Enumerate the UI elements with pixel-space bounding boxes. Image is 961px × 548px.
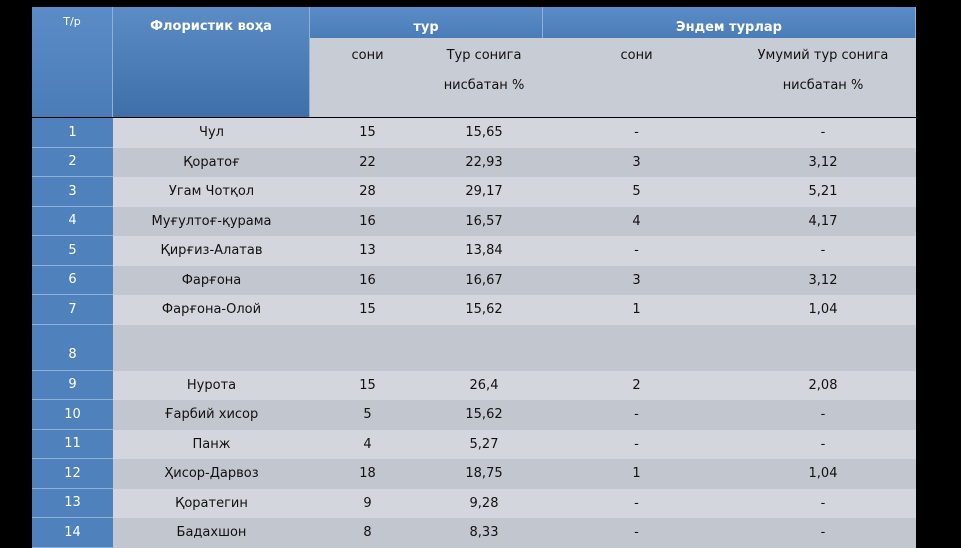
row-number: 3 (32, 177, 113, 207)
header-endemic-share: Умумий тур сонига нисбатан % (730, 38, 916, 117)
endemic-count: 4 (543, 206, 730, 236)
species-count: 18 (310, 459, 425, 489)
region-name: Муғултоғ-қурама (113, 206, 310, 236)
header-species: тур (310, 7, 543, 38)
region-name: Нурота (113, 370, 310, 400)
endemic-count: - (543, 518, 730, 548)
species-share (425, 324, 543, 371)
endemic-count: 1 (543, 459, 730, 489)
species-count: 28 (310, 177, 425, 207)
species-count: 15 (310, 370, 425, 400)
endemic-share: 1,04 (730, 459, 916, 489)
endemic-count: 2 (543, 370, 730, 400)
row-number: 11 (32, 429, 113, 459)
region-name: Ғарбий хисор (113, 400, 310, 430)
species-share: 15,62 (425, 400, 543, 430)
species-count: 16 (310, 265, 425, 295)
species-share: 5,27 (425, 429, 543, 459)
endemic-share: - (730, 400, 916, 430)
endemic-count: - (543, 400, 730, 430)
row-number: 12 (32, 459, 113, 489)
endemic-share: - (730, 118, 916, 148)
species-count: 13 (310, 236, 425, 266)
species-count: 4 (310, 429, 425, 459)
row-number: 1 (32, 118, 113, 148)
species-count: 22 (310, 147, 425, 177)
header-number: Т/р (32, 7, 113, 117)
region-name: Ҳисор-Дарвоз (113, 459, 310, 489)
endemic-count: - (543, 429, 730, 459)
row-number: 9 (32, 370, 113, 400)
endemic-count (543, 324, 730, 371)
endemic-count: - (543, 488, 730, 518)
endemic-share: - (730, 429, 916, 459)
species-count (310, 324, 425, 371)
endemic-count: 3 (543, 265, 730, 295)
header-species-share: Тур сонига нисбатан % (425, 38, 543, 117)
endemic-share: 3,12 (730, 265, 916, 295)
row-number: 4 (32, 206, 113, 236)
region-name: Угам Чотқол (113, 177, 310, 207)
row-number: 13 (32, 488, 113, 518)
species-count: 16 (310, 206, 425, 236)
endemic-count: 5 (543, 177, 730, 207)
species-count: 15 (310, 118, 425, 148)
region-name: Чул (113, 118, 310, 148)
header-species-count: сони (310, 38, 425, 117)
species-share: 29,17 (425, 177, 543, 207)
endemic-count: - (543, 236, 730, 266)
species-count: 8 (310, 518, 425, 548)
region-name: Қоратегин (113, 488, 310, 518)
species-count: 15 (310, 295, 425, 325)
row-number: 5 (32, 236, 113, 266)
row-number: 8 (32, 324, 113, 371)
region-name: Фарғона (113, 265, 310, 295)
endemic-share: 3,12 (730, 147, 916, 177)
endemic-count: 1 (543, 295, 730, 325)
header-endemic-count: сони (543, 38, 730, 117)
region-name: Фарғона-Олой (113, 295, 310, 325)
endemic-share: - (730, 518, 916, 548)
endemic-share: - (730, 488, 916, 518)
endemic-count: 3 (543, 147, 730, 177)
header-region: Флористик воҳа (113, 7, 310, 117)
header-endemic: Эндем турлар (543, 7, 916, 38)
species-share: 9,28 (425, 488, 543, 518)
endemic-share: 5,21 (730, 177, 916, 207)
row-number: 7 (32, 295, 113, 325)
species-count: 9 (310, 488, 425, 518)
row-number: 14 (32, 518, 113, 548)
row-number: 6 (32, 265, 113, 295)
endemic-share: - (730, 236, 916, 266)
species-share: 22,93 (425, 147, 543, 177)
row-number: 2 (32, 147, 113, 177)
endemic-share: 2,08 (730, 370, 916, 400)
species-share: 13,84 (425, 236, 543, 266)
species-share: 16,67 (425, 265, 543, 295)
region-name: Қоратоғ (113, 147, 310, 177)
region-name: Бадахшон (113, 518, 310, 548)
species-share: 18,75 (425, 459, 543, 489)
species-share: 8,33 (425, 518, 543, 548)
species-count: 5 (310, 400, 425, 430)
endemic-share: 1,04 (730, 295, 916, 325)
species-share: 15,62 (425, 295, 543, 325)
endemic-count: - (543, 118, 730, 148)
species-share: 16,57 (425, 206, 543, 236)
endemic-share: 4,17 (730, 206, 916, 236)
region-name (113, 324, 310, 371)
row-number: 10 (32, 400, 113, 430)
region-name: Панж (113, 429, 310, 459)
species-share: 15,65 (425, 118, 543, 148)
endemic-share (730, 324, 916, 371)
region-name: Қирғиз-Алатав (113, 236, 310, 266)
species-share: 26,4 (425, 370, 543, 400)
